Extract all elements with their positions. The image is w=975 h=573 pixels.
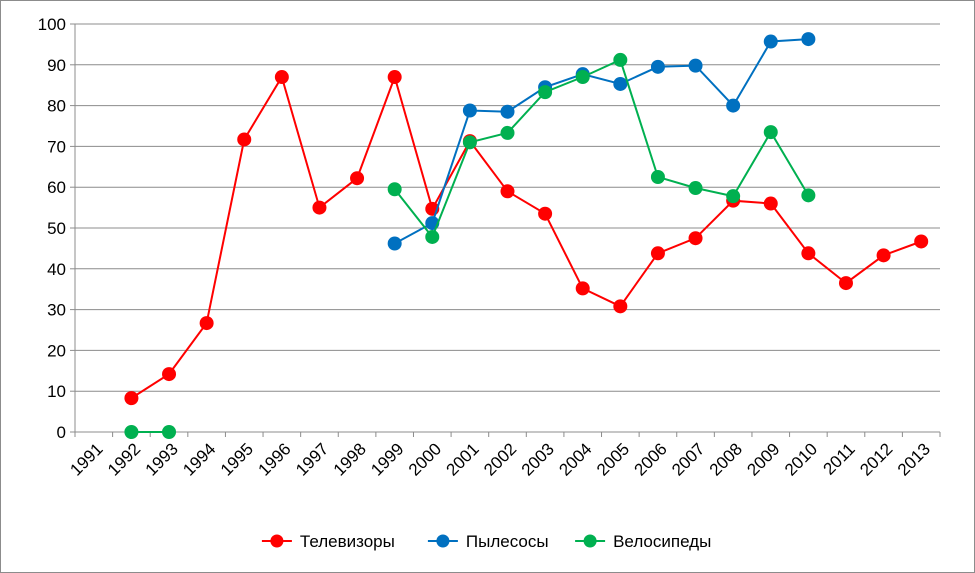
x-tick-label: 2007: [668, 439, 708, 479]
series-1-point: [801, 246, 816, 261]
series-1-point: [237, 132, 252, 147]
y-tick-label: 40: [47, 260, 66, 279]
legend-marker-3: [583, 534, 597, 548]
y-tick-label: 20: [47, 341, 66, 360]
series-1-point: [500, 184, 515, 199]
series-3-point: [650, 170, 665, 184]
series-line-2: [394, 38, 809, 245]
series-3-point: [162, 425, 177, 439]
series-1-point: [350, 171, 365, 186]
series-3-point: [726, 189, 741, 204]
y-tick-label: 10: [47, 382, 66, 401]
x-tick-label: 1994: [179, 439, 219, 479]
series-3-point: [688, 181, 703, 196]
series-2-point: [613, 76, 628, 91]
legend-marker-1: [270, 534, 284, 548]
x-tick-label: 2002: [480, 439, 520, 479]
series-line-1: [130, 73, 922, 399]
series-2-point: [763, 34, 778, 49]
series-3-point: [462, 135, 477, 150]
series-1-point: [387, 70, 402, 85]
series-1-point: [575, 281, 590, 296]
y-tick-label: 30: [47, 301, 66, 320]
series-1-point: [876, 248, 891, 263]
x-tick-label: 2010: [781, 439, 821, 479]
series-1-point: [162, 367, 177, 382]
y-tick-label: 0: [57, 423, 66, 442]
series-2-point: [462, 103, 477, 118]
series-3-point: [387, 182, 402, 197]
legend-label-2: Пылесосы: [466, 532, 549, 551]
x-tick-label: 2013: [894, 439, 934, 479]
series-1-point: [538, 206, 553, 221]
series-1-point: [838, 276, 853, 291]
x-tick-label: 1998: [330, 439, 370, 479]
series-2-point: [650, 59, 665, 74]
y-tick-label: 90: [47, 56, 66, 75]
y-tick-label: 60: [47, 178, 66, 197]
x-tick-label: 1996: [254, 439, 294, 479]
series-1-point: [312, 200, 327, 215]
series-1-point: [274, 70, 289, 85]
y-tick-label: 80: [47, 97, 66, 116]
x-tick-label: 1995: [217, 439, 257, 479]
series-3-point: [425, 229, 440, 244]
series-1-point: [763, 196, 778, 211]
series-2-point: [726, 98, 741, 113]
legend-marker-2: [436, 534, 450, 548]
legend-label-3: Велосипеды: [613, 532, 711, 551]
series-2-point: [387, 236, 402, 251]
y-tick-label: 50: [47, 219, 66, 238]
series-2-point: [500, 104, 515, 119]
x-tick-label: 2001: [443, 439, 483, 479]
series-1-point: [914, 234, 929, 249]
series-3-point: [801, 188, 816, 203]
x-tick-label: 2005: [593, 439, 633, 479]
series-2-point: [801, 32, 816, 47]
series-1-point: [613, 299, 628, 314]
y-tick-label: 100: [38, 15, 66, 34]
x-tick-label: 1999: [367, 439, 407, 479]
series-3-point: [613, 52, 628, 67]
x-tick-label: 2012: [856, 439, 896, 479]
x-tick-label: 2003: [518, 439, 558, 479]
series-3-point: [575, 70, 590, 85]
series-3-point: [538, 85, 553, 100]
x-tick-label: 1991: [66, 439, 106, 479]
x-tick-label: 2006: [631, 439, 671, 479]
x-tick-label: 2011: [820, 439, 859, 478]
series-1-point: [688, 231, 703, 246]
x-tick-label: 2004: [555, 439, 595, 479]
series-1-point: [124, 391, 139, 406]
x-tick-label: 2000: [405, 439, 445, 479]
series-1-point: [650, 246, 665, 261]
series-3-point: [500, 125, 515, 140]
series-3-point: [763, 125, 778, 140]
x-tick-label: 1997: [292, 439, 332, 479]
series-3-point: [124, 425, 139, 439]
series-2-point: [688, 58, 703, 73]
x-tick-label: 2009: [743, 439, 783, 479]
series-1-point: [199, 316, 214, 331]
y-tick-label: 70: [47, 137, 66, 156]
x-tick-label: 1992: [104, 439, 144, 479]
legend-label-1: Телевизоры: [300, 532, 395, 551]
series-line-3: [393, 58, 810, 239]
x-tick-label: 1993: [142, 439, 182, 479]
x-tick-label: 2008: [706, 439, 746, 479]
